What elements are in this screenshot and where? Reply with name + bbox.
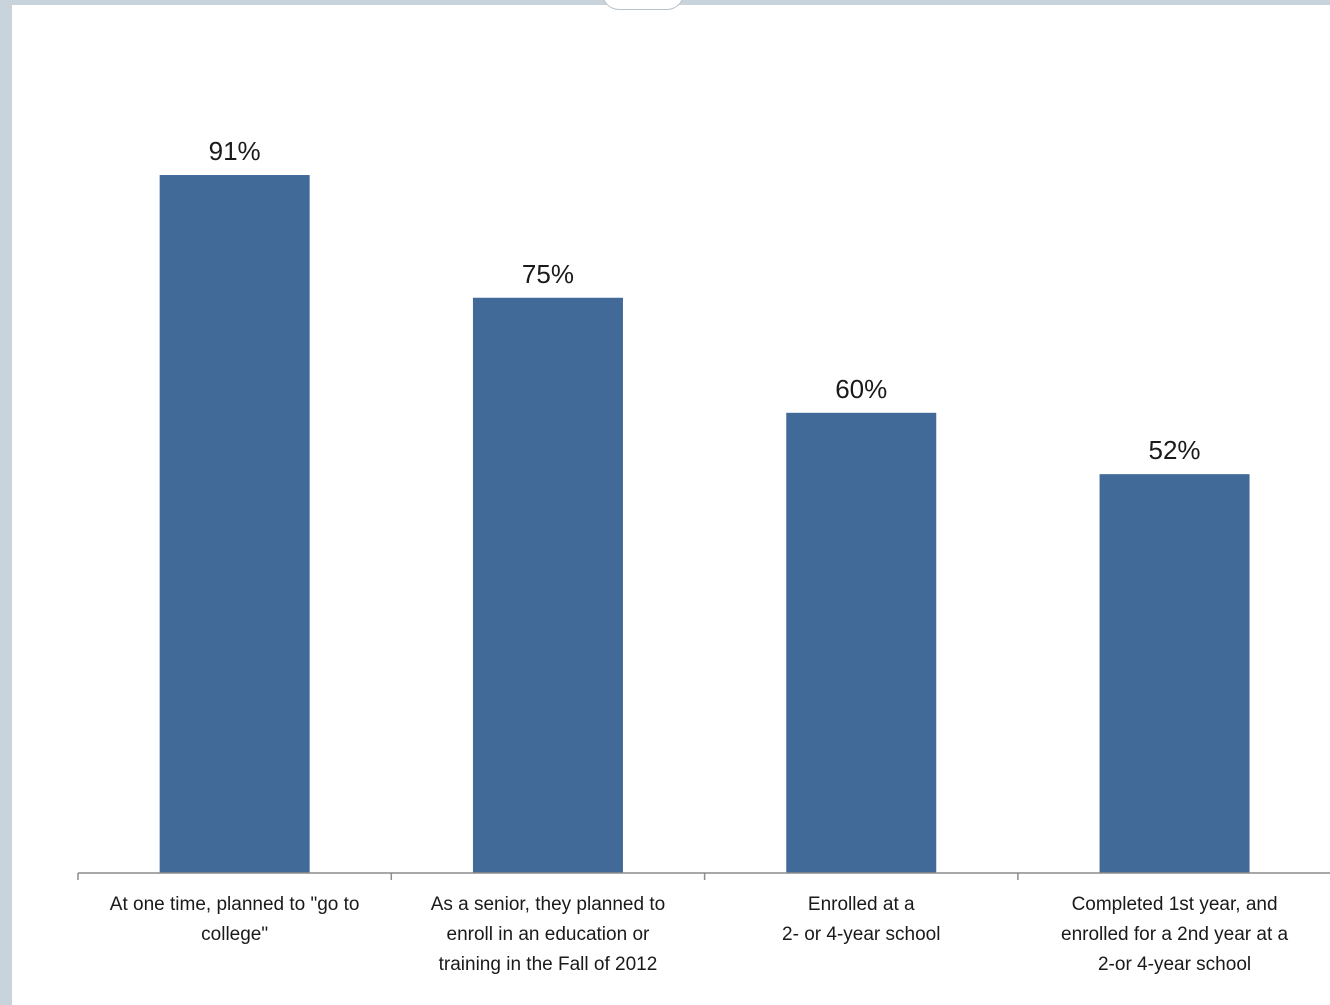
- bar: [159, 175, 310, 873]
- bar-value-label: 60%: [835, 374, 887, 404]
- category-label-line: enroll in an education or: [447, 924, 650, 945]
- category-label: As a senior, they planned to enroll in an…: [431, 894, 666, 975]
- category-label-line: At one time, planned to "go to: [110, 894, 360, 915]
- category-label-line: enrolled for a 2nd year at a: [1061, 924, 1289, 945]
- category-label-line: As a senior, they planned to: [431, 894, 666, 915]
- bar: [1099, 474, 1250, 873]
- category-label: Enrolled at a 2- or 4-year school: [782, 894, 940, 945]
- bar-value-label: 91%: [209, 136, 261, 166]
- category-label: Completed 1st year, and enrolled for a 2n…: [1061, 894, 1289, 975]
- bar-value-label: 75%: [522, 259, 574, 289]
- category-label-line: Completed 1st year, and: [1072, 894, 1278, 915]
- category-labels-layer: At one time, planned to "go to college" As…: [110, 894, 1289, 975]
- bar-value-label: 52%: [1149, 435, 1201, 465]
- value-labels-layer: 91% 75% 60% 52%: [209, 136, 1201, 465]
- category-label-line: training in the Fall of 2012: [439, 954, 658, 975]
- bars-layer: [159, 175, 1250, 873]
- category-label-line: college": [201, 924, 268, 945]
- category-label-line: 2- or 4-year school: [782, 924, 940, 945]
- category-label: At one time, planned to "go to college": [110, 894, 360, 945]
- category-label-line: 2-or 4-year school: [1098, 954, 1251, 975]
- x-axis: [77, 872, 1330, 880]
- bar: [786, 412, 937, 873]
- bar: [472, 297, 623, 873]
- category-label-line: Enrolled at a: [808, 894, 915, 915]
